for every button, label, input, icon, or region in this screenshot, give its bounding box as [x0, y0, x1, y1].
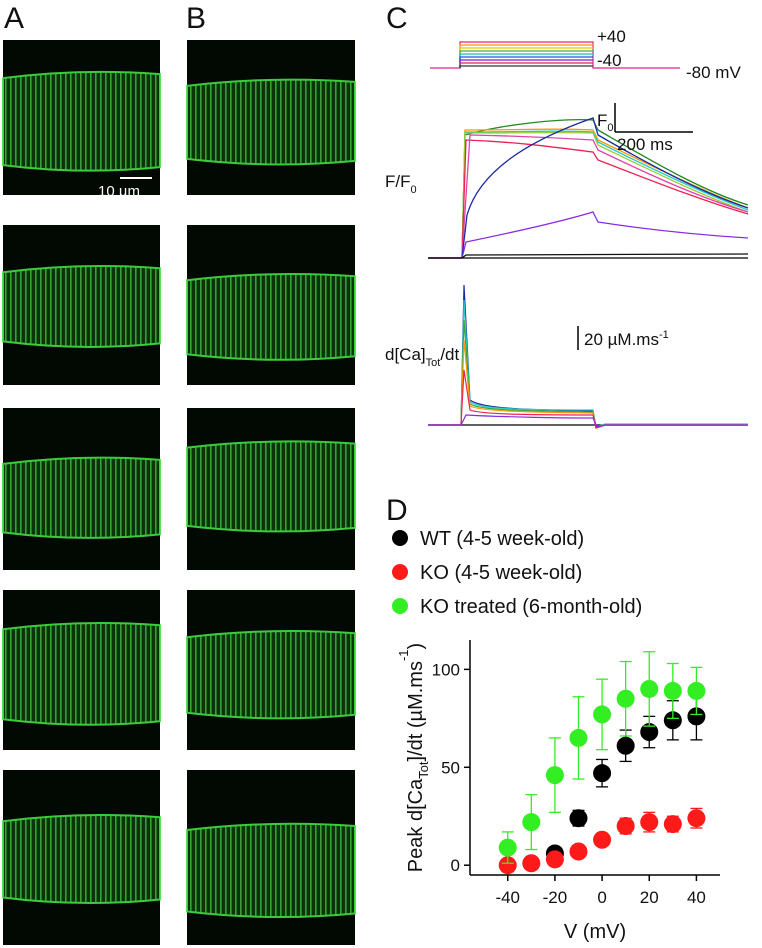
legend-marker — [392, 564, 408, 580]
point — [687, 681, 706, 700]
cell — [2, 814, 161, 905]
legend-marker — [392, 598, 408, 614]
point — [616, 736, 635, 755]
trace-label: F/F0 — [385, 172, 417, 196]
y-tick-label: 0 — [451, 856, 460, 875]
scale-label: F0 — [597, 111, 614, 134]
scale-bar-label: 10 µm — [98, 183, 140, 200]
cell — [2, 264, 161, 348]
point — [640, 813, 659, 832]
trace-subscript: Tot — [426, 357, 441, 369]
point — [687, 707, 706, 726]
point — [616, 689, 635, 708]
scale-text: 20 µM.ms — [584, 330, 659, 349]
protocol-label: +40 — [597, 27, 626, 46]
x-tick-label: 40 — [687, 888, 706, 907]
trace-text: F/F — [385, 172, 411, 191]
point — [522, 813, 541, 832]
point — [687, 809, 706, 828]
cell — [186, 272, 356, 361]
point — [569, 728, 588, 747]
point — [640, 679, 659, 698]
point — [663, 681, 682, 700]
panel-label: C — [386, 2, 408, 35]
panel-label: B — [186, 2, 206, 35]
trace-text: d[Ca] — [385, 345, 426, 364]
legend-label: KO (4-5 week-old) — [420, 562, 582, 584]
point — [522, 854, 541, 873]
y-axis-label-part: -1 — [396, 649, 411, 661]
point — [616, 817, 635, 836]
scale-text: F — [597, 111, 607, 130]
legend-label: KO treated (6-month-old) — [420, 596, 642, 618]
point — [663, 815, 682, 834]
point — [593, 830, 612, 849]
y-axis-label: Peak d[CaTot]/dt (µM.ms-1) — [396, 643, 431, 872]
scale-label: 20 µM.ms-1 — [584, 329, 669, 349]
y-axis-label-part: Tot — [416, 761, 431, 779]
y-axis-label-part: ]/dt (µM.ms — [405, 661, 427, 761]
scale-superscript: -1 — [659, 329, 669, 341]
point — [640, 723, 659, 742]
y-tick-label: 50 — [441, 758, 460, 777]
x-tick-label: 20 — [640, 888, 659, 907]
point — [569, 809, 588, 828]
x-tick-label: -40 — [495, 888, 520, 907]
cell — [186, 440, 356, 533]
cell — [186, 629, 356, 720]
legend-marker — [392, 530, 408, 546]
micrographs — [1, 40, 356, 945]
legend-label: WT (4-5 week-old) — [420, 528, 584, 550]
point — [498, 856, 517, 875]
point — [498, 838, 517, 857]
y-axis-label-part: ) — [405, 643, 427, 650]
x-tick-label: -20 — [543, 888, 568, 907]
panel-label: D — [386, 494, 408, 527]
derivative-traces — [428, 284, 748, 429]
scale-label: 200 ms — [617, 135, 673, 154]
y-axis-label-part: Peak d[Ca — [405, 778, 427, 872]
voltage-protocol — [430, 41, 680, 69]
point — [545, 766, 564, 785]
point — [663, 711, 682, 730]
cell — [1, 70, 161, 172]
trace-label: d[Ca]Tot/dt — [385, 345, 460, 369]
protocol-label: -80 mV — [686, 63, 741, 82]
point — [569, 842, 588, 861]
x-tick-label: 0 — [597, 888, 606, 907]
y-tick-label: 100 — [432, 660, 460, 679]
x-axis-label: V (mV) — [564, 921, 626, 943]
trace-subscript: 0 — [411, 184, 417, 196]
cell — [2, 456, 161, 539]
point — [593, 764, 612, 783]
scale-subscript: 0 — [607, 122, 613, 134]
point — [545, 850, 564, 869]
cell — [186, 822, 356, 919]
cell — [2, 621, 161, 726]
protocol-label: -40 — [597, 51, 622, 70]
trace-text: /dt — [440, 345, 459, 364]
point — [593, 705, 612, 724]
cell — [186, 78, 356, 166]
fluorescence-traces — [428, 117, 749, 259]
panel-label: A — [4, 2, 24, 35]
